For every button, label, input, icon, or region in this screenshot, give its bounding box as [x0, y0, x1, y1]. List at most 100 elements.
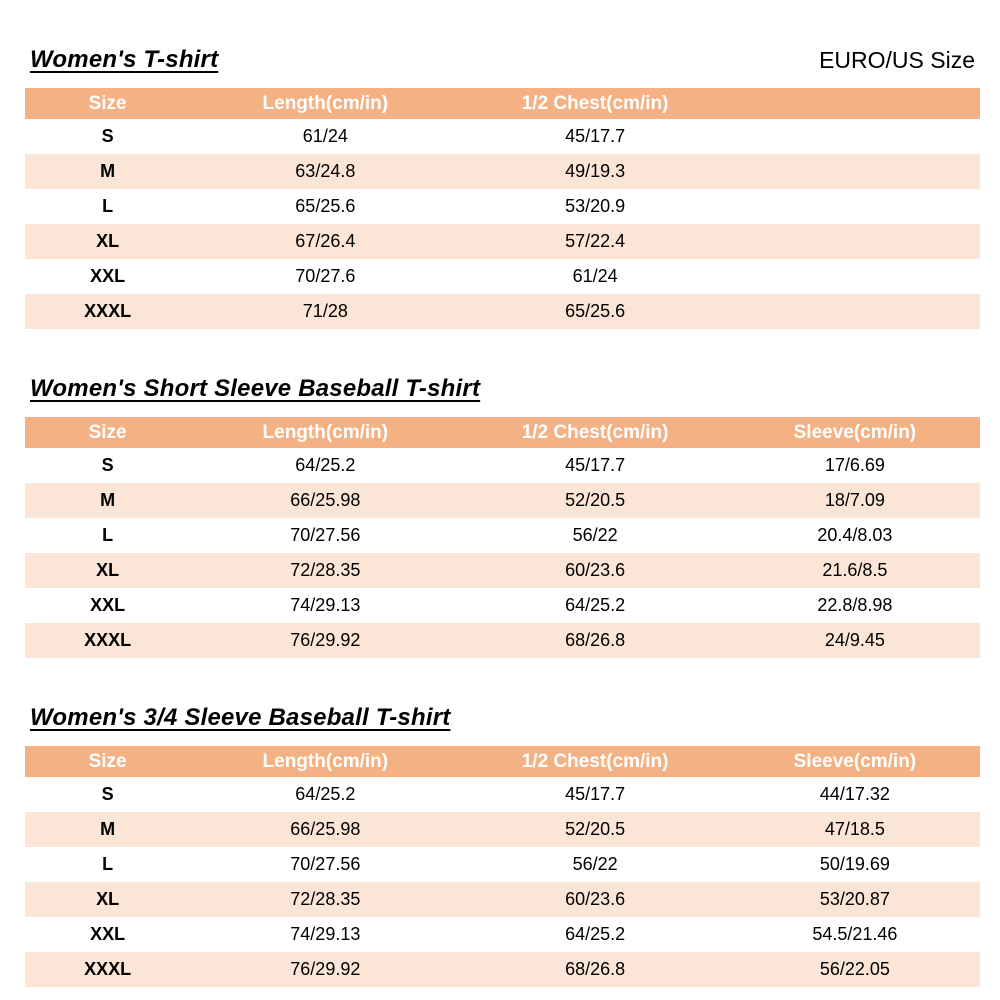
value-cell: 66/25.98 — [190, 483, 461, 518]
value-cell: 68/26.8 — [460, 952, 730, 987]
value-cell: 67/26.4 — [190, 224, 461, 259]
value-cell: 70/27.56 — [190, 847, 461, 882]
column-header: 1/2 Chest(cm/in) — [460, 417, 730, 448]
value-cell: 20.4/8.03 — [729, 518, 980, 553]
section-short-sleeve-baseball: Women's Short Sleeve Baseball T-shirt Si… — [25, 375, 980, 658]
table-row: XXXL 76/29.92 68/26.8 56/22.05 — [25, 952, 980, 987]
size-cell: M — [25, 154, 191, 189]
section-womens-tshirt: Women's T-shirt EURO/US Size Size Length(… — [25, 46, 980, 329]
value-cell: 60/23.6 — [460, 882, 730, 917]
value-cell: 64/25.2 — [190, 448, 461, 483]
header-row: Size Length(cm/in) 1/2 Chest(cm/in) Sleeve(… — [25, 417, 980, 448]
value-cell — [729, 119, 980, 154]
size-system-label: EURO/US Size — [819, 47, 975, 73]
value-cell: 52/20.5 — [460, 483, 730, 518]
value-cell — [729, 294, 980, 329]
table-row: S 64/25.2 45/17.7 44/17.32 — [25, 777, 980, 812]
size-table-womens-tshirt: Size Length(cm/in) 1/2 Chest(cm/in) S 61/24 4… — [25, 88, 980, 329]
section-title: Women's 3/4 Sleeve Baseball T-shirt — [30, 704, 451, 731]
column-header: Length(cm/in) — [190, 746, 461, 777]
value-cell: 57/22.4 — [460, 224, 730, 259]
value-cell: 68/26.8 — [460, 623, 730, 658]
size-cell: L — [25, 847, 191, 882]
size-cell: XXXL — [25, 623, 191, 658]
value-cell: 47/18.5 — [729, 812, 980, 847]
table-row: XXXL 71/28 65/25.6 — [25, 294, 980, 329]
value-cell — [729, 259, 980, 294]
value-cell: 45/17.7 — [460, 777, 730, 812]
section-title: Women's T-shirt — [30, 46, 219, 73]
column-header — [729, 88, 980, 119]
value-cell: 24/9.45 — [729, 623, 980, 658]
value-cell: 65/25.6 — [190, 189, 461, 224]
value-cell: 64/25.2 — [460, 588, 730, 623]
value-cell: 53/20.87 — [729, 882, 980, 917]
size-cell: L — [25, 518, 191, 553]
size-table-short-sleeve-baseball: Size Length(cm/in) 1/2 Chest(cm/in) Sleeve(… — [25, 417, 980, 658]
size-cell: L — [25, 189, 191, 224]
value-cell: 56/22 — [460, 847, 730, 882]
table-row: L 65/25.6 53/20.9 — [25, 189, 980, 224]
section-three-quarter-sleeve-baseball: Women's 3/4 Sleeve Baseball T-shirt Size… — [25, 704, 980, 987]
value-cell: 64/25.2 — [460, 917, 730, 952]
value-cell: 61/24 — [190, 119, 461, 154]
size-cell: S — [25, 119, 191, 154]
value-cell: 74/29.13 — [190, 588, 461, 623]
value-cell: 61/24 — [460, 259, 730, 294]
value-cell: 70/27.56 — [190, 518, 461, 553]
column-header: Sleeve(cm/in) — [729, 746, 980, 777]
value-cell: 76/29.92 — [190, 952, 461, 987]
value-cell: 65/25.6 — [460, 294, 730, 329]
value-cell: 66/25.98 — [190, 812, 461, 847]
value-cell: 60/23.6 — [460, 553, 730, 588]
value-cell: 52/20.5 — [460, 812, 730, 847]
table-row: XL 72/28.35 60/23.6 53/20.87 — [25, 882, 980, 917]
table-row: XL 67/26.4 57/22.4 — [25, 224, 980, 259]
table-row: XXL 74/29.13 64/25.2 54.5/21.46 — [25, 917, 980, 952]
size-cell: XXXL — [25, 294, 191, 329]
table-row: S 64/25.2 45/17.7 17/6.69 — [25, 448, 980, 483]
value-cell: 72/28.35 — [190, 553, 461, 588]
column-header: Sleeve(cm/in) — [729, 417, 980, 448]
value-cell: 74/29.13 — [190, 917, 461, 952]
column-header: Size — [25, 88, 191, 119]
size-cell: XXL — [25, 917, 191, 952]
value-cell: 18/7.09 — [729, 483, 980, 518]
size-cell: XXL — [25, 259, 191, 294]
column-header: Size — [25, 417, 191, 448]
size-cell: XXXL — [25, 952, 191, 987]
table-row: M 66/25.98 52/20.5 18/7.09 — [25, 483, 980, 518]
value-cell: 76/29.92 — [190, 623, 461, 658]
table-row: S 61/24 45/17.7 — [25, 119, 980, 154]
value-cell: 49/19.3 — [460, 154, 730, 189]
value-cell: 21.6/8.5 — [729, 553, 980, 588]
value-cell: 17/6.69 — [729, 448, 980, 483]
value-cell: 56/22.05 — [729, 952, 980, 987]
value-cell: 44/17.32 — [729, 777, 980, 812]
value-cell: 72/28.35 — [190, 882, 461, 917]
table-row: M 63/24.8 49/19.3 — [25, 154, 980, 189]
column-header: Size — [25, 746, 191, 777]
size-table-three-quarter-sleeve-baseball: Size Length(cm/in) 1/2 Chest(cm/in) Sleeve(… — [25, 746, 980, 987]
value-cell: 53/20.9 — [460, 189, 730, 224]
table-row: XL 72/28.35 60/23.6 21.6/8.5 — [25, 553, 980, 588]
value-cell: 45/17.7 — [460, 119, 730, 154]
size-cell: M — [25, 812, 191, 847]
section-title: Women's Short Sleeve Baseball T-shirt — [30, 375, 481, 402]
value-cell: 63/24.8 — [190, 154, 461, 189]
table-row: M 66/25.98 52/20.5 47/18.5 — [25, 812, 980, 847]
table-row: XXL 70/27.6 61/24 — [25, 259, 980, 294]
value-cell: 45/17.7 — [460, 448, 730, 483]
value-cell — [729, 224, 980, 259]
column-header: 1/2 Chest(cm/in) — [460, 746, 730, 777]
size-cell: S — [25, 777, 191, 812]
column-header: 1/2 Chest(cm/in) — [460, 88, 730, 119]
value-cell: 70/27.6 — [190, 259, 461, 294]
header-row: Size Length(cm/in) 1/2 Chest(cm/in) — [25, 88, 980, 119]
value-cell: 50/19.69 — [729, 847, 980, 882]
header-row: Size Length(cm/in) 1/2 Chest(cm/in) Sleeve(… — [25, 746, 980, 777]
size-cell: S — [25, 448, 191, 483]
value-cell: 54.5/21.46 — [729, 917, 980, 952]
table-row: L 70/27.56 56/22 50/19.69 — [25, 847, 980, 882]
